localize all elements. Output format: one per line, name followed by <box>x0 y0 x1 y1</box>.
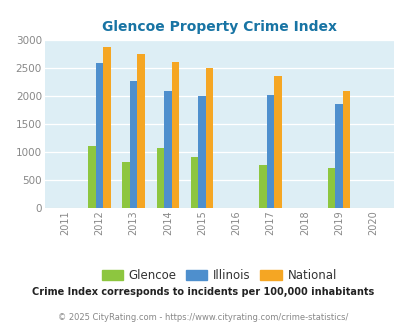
Bar <box>259 165 266 208</box>
Bar <box>156 148 164 208</box>
Bar <box>137 54 145 208</box>
Bar <box>103 47 111 208</box>
Bar <box>96 63 103 208</box>
Bar <box>198 96 205 208</box>
Bar <box>342 91 350 208</box>
Bar <box>327 168 335 208</box>
Legend: Glencoe, Illinois, National: Glencoe, Illinois, National <box>97 264 341 287</box>
Text: Crime Index corresponds to incidents per 100,000 inhabitants: Crime Index corresponds to incidents per… <box>32 287 373 297</box>
Bar <box>88 146 96 208</box>
Bar <box>164 91 171 208</box>
Title: Glencoe Property Crime Index: Glencoe Property Crime Index <box>102 20 336 34</box>
Bar <box>274 76 281 208</box>
Bar <box>190 157 198 208</box>
Text: © 2025 CityRating.com - https://www.cityrating.com/crime-statistics/: © 2025 CityRating.com - https://www.city… <box>58 313 347 322</box>
Bar <box>122 162 130 208</box>
Bar <box>335 104 342 208</box>
Bar <box>130 81 137 208</box>
Bar <box>266 95 274 208</box>
Bar <box>205 68 213 208</box>
Bar <box>171 62 179 208</box>
